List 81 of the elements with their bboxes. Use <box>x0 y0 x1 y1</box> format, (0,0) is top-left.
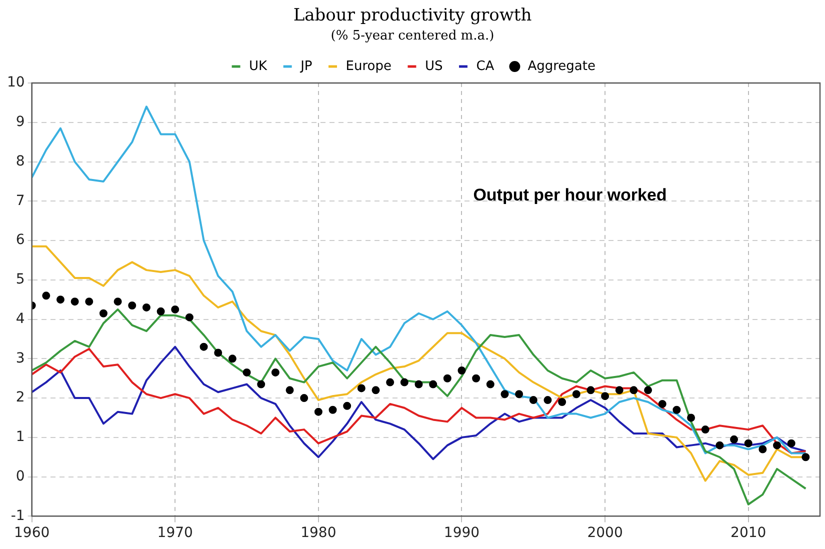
point <box>802 453 810 462</box>
point <box>300 394 308 402</box>
point <box>271 368 280 376</box>
x-tick-label: 1980 <box>300 525 336 542</box>
point <box>630 386 638 394</box>
point <box>730 435 738 444</box>
point <box>472 374 480 382</box>
point <box>257 380 266 388</box>
point <box>286 386 294 394</box>
y-tick-label: 5 <box>16 272 25 288</box>
y-tick-label: 8 <box>16 153 25 170</box>
legend-label: JP <box>300 58 312 74</box>
point <box>314 408 322 416</box>
y-tick-label: 10 <box>6 74 25 91</box>
point <box>586 386 595 394</box>
legend-label: Aggregate <box>528 58 596 74</box>
y-tick-label: 4 <box>16 310 25 327</box>
point <box>99 309 108 318</box>
point <box>200 342 208 351</box>
point <box>70 298 79 306</box>
point <box>429 380 438 388</box>
y-tick-label: 3 <box>16 350 25 366</box>
point <box>228 354 236 363</box>
point <box>458 366 466 374</box>
legend-label: UK <box>249 58 268 74</box>
point <box>644 386 652 394</box>
x-tick-label: 1990 <box>444 525 480 542</box>
y-tick-label: 9 <box>16 114 25 130</box>
x-tick-label: 2000 <box>587 525 623 542</box>
point <box>773 441 782 450</box>
point <box>328 406 337 414</box>
x-tick-label: 2010 <box>730 525 766 542</box>
point <box>515 390 524 398</box>
legend-label: CA <box>476 58 494 74</box>
point <box>615 386 624 394</box>
point <box>500 390 509 398</box>
legend-label: Europe <box>346 58 392 74</box>
chart-title: Labour productivity growth <box>293 6 532 26</box>
point <box>687 414 696 422</box>
point <box>171 305 180 314</box>
point <box>128 302 136 310</box>
point <box>42 292 50 300</box>
point <box>558 398 566 406</box>
point <box>386 378 394 386</box>
point <box>372 386 380 394</box>
y-tick-label: 6 <box>16 232 25 248</box>
legend-label: US <box>424 58 443 74</box>
point <box>114 298 122 306</box>
point <box>758 445 767 454</box>
point <box>142 303 150 312</box>
y-tick-label: -1 <box>10 508 25 524</box>
point <box>716 441 724 450</box>
point <box>529 396 538 404</box>
point <box>56 296 64 304</box>
annotation: Output per hour worked <box>473 185 667 204</box>
y-tick-label: 2 <box>16 390 25 406</box>
point <box>701 426 710 434</box>
point <box>572 390 580 398</box>
point <box>544 396 552 404</box>
x-tick-label: 1970 <box>157 525 193 542</box>
y-tick-label: 1 <box>16 429 25 446</box>
point <box>486 380 494 388</box>
y-tick-label: 7 <box>16 192 25 209</box>
point <box>214 348 222 357</box>
point <box>443 374 452 382</box>
point <box>400 378 408 386</box>
point <box>658 400 666 408</box>
x-tick-label: 1960 <box>14 525 50 542</box>
point <box>185 313 194 322</box>
point <box>343 402 352 410</box>
point <box>744 439 752 448</box>
point <box>414 380 423 388</box>
point <box>672 406 681 414</box>
point <box>601 392 610 400</box>
point <box>85 298 94 306</box>
y-tick-label: 0 <box>16 468 25 484</box>
point <box>787 439 796 448</box>
chart-subtitle: (% 5-year centered m.a.) <box>330 28 494 44</box>
point <box>357 384 366 392</box>
point <box>242 368 251 376</box>
point <box>156 307 165 316</box>
